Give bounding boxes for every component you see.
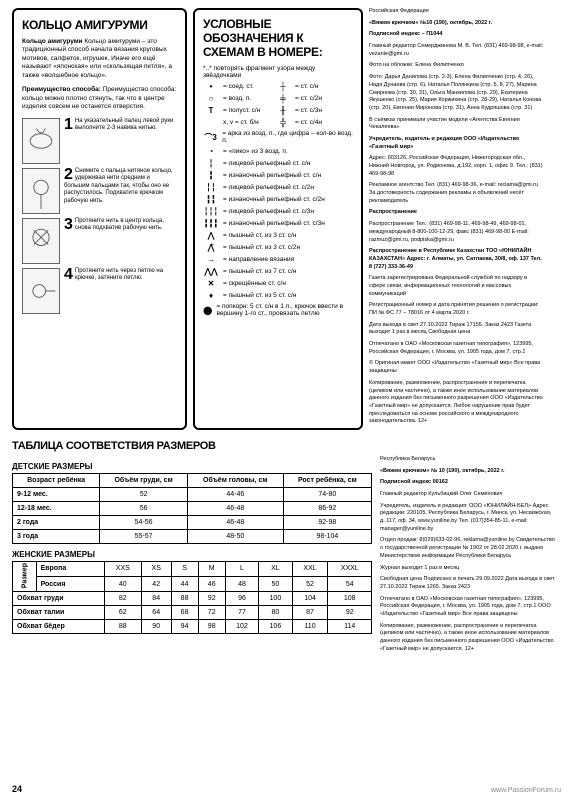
step-2: 2Снимите с пальца нитяное кольцо, удержи… bbox=[22, 168, 177, 214]
step-4: 4Протяните нить через петлю на крючке, з… bbox=[22, 268, 177, 314]
legend-repeat: *..* повторять фрагмент узора между звёз… bbox=[203, 65, 353, 79]
step-3: 3Протяните нить в центр кольца, снова по… bbox=[22, 218, 177, 264]
ring-intro-2: Преимущество способа: Преимущество спосо… bbox=[22, 86, 177, 111]
publisher-info-ru: Российская Федерация «Вяжем крючком» №10… bbox=[369, 8, 544, 430]
kids-subhead: ДЕТСКИЕ РАЗМЕРЫ bbox=[12, 462, 372, 471]
page-number: 24 bbox=[12, 784, 22, 794]
legend-title: УСЛОВНЫЕ ОБОЗНАЧЕНИЯ К СХЕМАМ В НОМЕРЕ: bbox=[203, 18, 353, 59]
ring-intro-1: Кольцо амигуруми Кольцо амигуруми – это … bbox=[22, 38, 177, 80]
kids-table: Возраст ребёнкаОбъём груди, смОбъём голо… bbox=[12, 473, 372, 544]
step-1: 1На указательный палец левой руки выполн… bbox=[22, 118, 177, 164]
sizes-title: ТАБЛИЦА СООТВЕТСТВИЯ РАЗМЕРОВ bbox=[12, 440, 561, 452]
amigurumi-ring-box: КОЛЬЦО АМИГУРУМИ Кольцо амигуруми Кольцо… bbox=[12, 8, 187, 430]
watermark: www.PassionForum.ru bbox=[491, 787, 561, 794]
ring-title: КОЛЬЦО АМИГУРУМИ bbox=[22, 18, 177, 32]
legend-box: УСЛОВНЫЕ ОБОЗНАЧЕНИЯ К СХЕМАМ В НОМЕРЕ: … bbox=[193, 8, 363, 430]
tables-area: ДЕТСКИЕ РАЗМЕРЫ Возраст ребёнкаОбъём гру… bbox=[12, 456, 372, 657]
women-table: РазмерЕвропаXXSXSSMLXLXXLXXXLРоссия40424… bbox=[12, 561, 372, 634]
publisher-info-by: Республика Беларусь «Вяжем крючком» № 10… bbox=[380, 456, 555, 657]
women-subhead: ЖЕНСКИЕ РАЗМЕРЫ bbox=[12, 550, 372, 559]
